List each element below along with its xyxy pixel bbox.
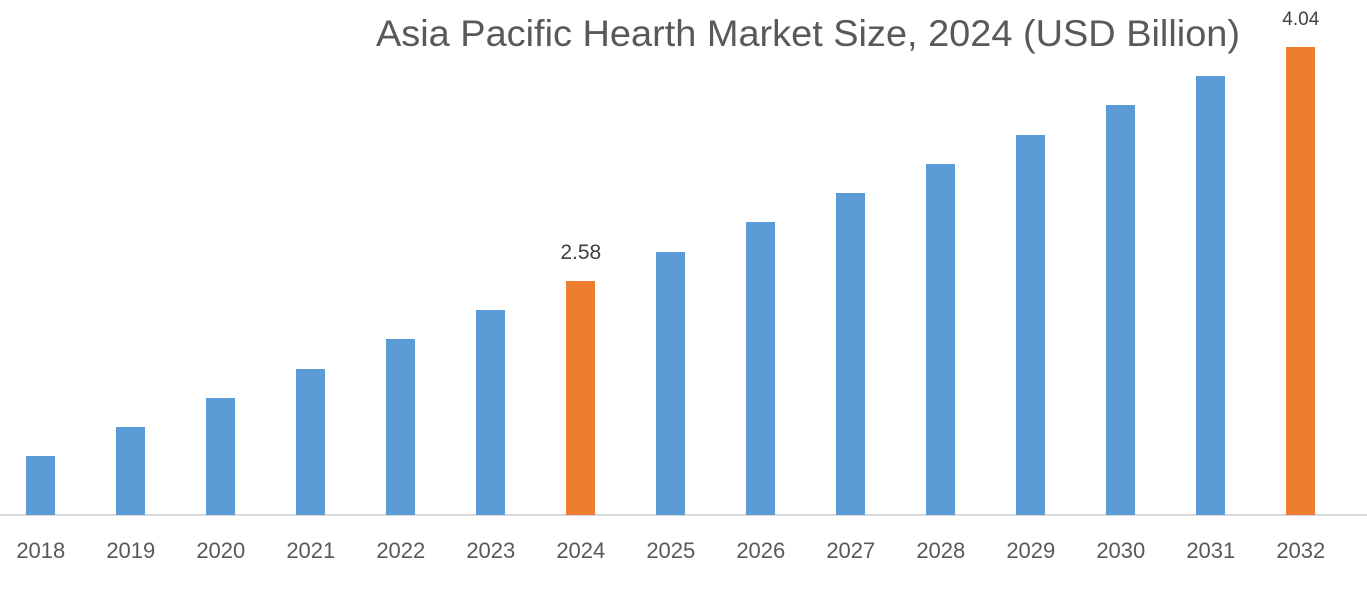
bar-2030 — [1106, 104, 1136, 515]
bar-2026 — [746, 221, 776, 515]
x-axis-label: 2023 — [466, 538, 516, 563]
x-axis-label: 2026 — [736, 538, 786, 563]
x-axis-label: 2018 — [16, 538, 66, 563]
x-axis-label: 2022 — [376, 538, 426, 563]
x-axis-label: 2028 — [916, 538, 966, 563]
bar-2028 — [926, 164, 956, 515]
bar-2022 — [386, 338, 416, 515]
x-axis-label: 2020 — [196, 538, 246, 563]
data-label-2024: 2.58 — [560, 241, 602, 264]
x-axis-label: 2030 — [1096, 538, 1146, 563]
bar-2027 — [836, 192, 866, 515]
bar-2032 — [1286, 47, 1316, 515]
x-axis-label: 2032 — [1276, 538, 1326, 563]
bar-2025 — [656, 252, 686, 515]
bar-2020 — [206, 398, 236, 515]
chart-title: Asia Pacific Hearth Market Size, 2024 (U… — [376, 13, 1240, 54]
bar-2023 — [476, 309, 506, 515]
x-axis-label: 2027 — [826, 538, 876, 563]
x-axis-label: 2029 — [1006, 538, 1056, 563]
x-axis-label: 2024 — [556, 538, 606, 563]
bar-2029 — [1016, 135, 1046, 515]
bar-2021 — [296, 369, 326, 515]
x-axis-label: 2025 — [646, 538, 696, 563]
bar-2024 — [566, 281, 596, 515]
x-axis-line — [0, 514, 1367, 516]
x-axis-label: 2031 — [1186, 538, 1236, 563]
bar-2018 — [26, 455, 56, 515]
bar-2019 — [116, 426, 146, 515]
x-axis-label: 2019 — [106, 538, 156, 563]
x-axis-label: 2021 — [286, 538, 336, 563]
data-label-2032: 4.04 — [1282, 9, 1320, 30]
bar-2031 — [1196, 75, 1226, 515]
